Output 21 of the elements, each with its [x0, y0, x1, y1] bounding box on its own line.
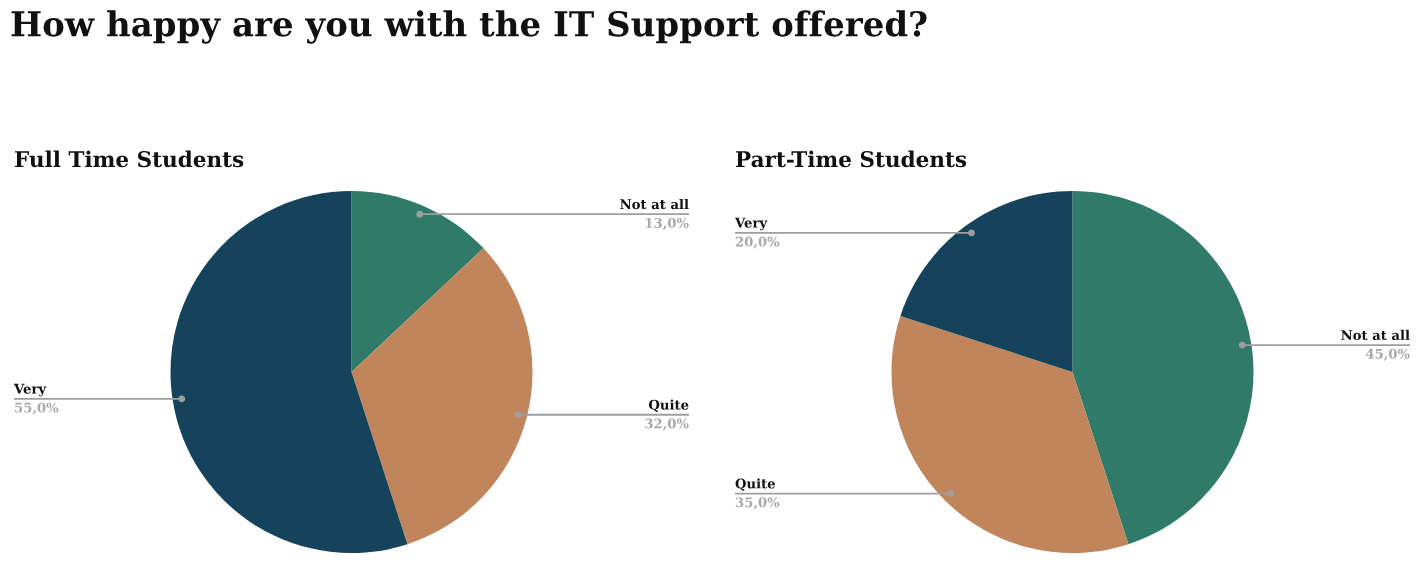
pie-slice — [351, 191, 484, 372]
chart-subtitle: Full Time Students — [15, 150, 244, 168]
chart-title: How happy are you with the IT Support offered? — [11, 10, 927, 44]
data-label: 35,0% — [735, 497, 780, 510]
data-label: 32,0% — [645, 418, 689, 431]
pie-slice — [891, 316, 1129, 553]
pie-slice — [900, 191, 1073, 372]
data-label: 55,0% — [15, 402, 59, 415]
slice-label: Quite — [648, 399, 689, 412]
pie-slice — [170, 191, 408, 553]
data-label: 20,0% — [735, 236, 780, 249]
pie-slice — [1072, 191, 1254, 545]
pie-slice — [351, 248, 533, 545]
data-label: 45,0% — [1365, 348, 1410, 361]
slice-label: Not at all — [1341, 329, 1410, 341]
data-label: 13,0% — [645, 217, 689, 230]
slice-label: Very — [734, 217, 768, 231]
slice-label: Very — [13, 383, 47, 397]
slice-label: Quite — [735, 478, 775, 491]
slice-label: Not at all — [620, 198, 689, 210]
chart-subtitle: Part-Time Students — [736, 150, 967, 168]
